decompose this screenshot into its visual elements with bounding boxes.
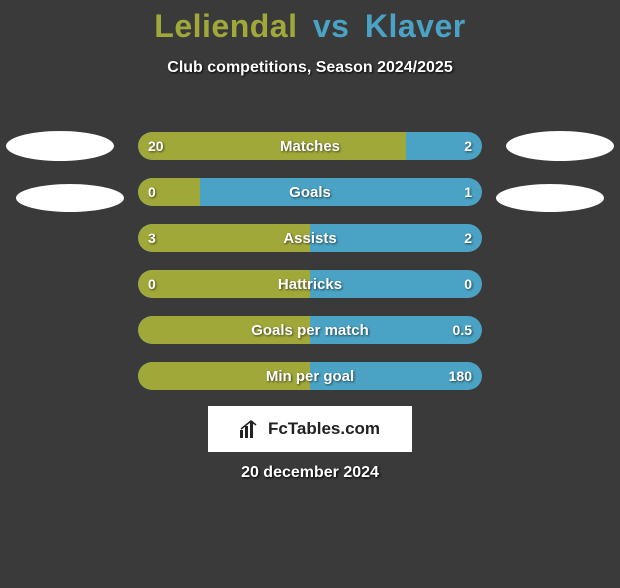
bar-chart-icon <box>240 420 262 438</box>
bar-left-fill <box>138 178 200 206</box>
bar-right-value: 2 <box>464 132 472 160</box>
bar-left-fill <box>138 362 310 390</box>
bar-left-fill <box>138 224 310 252</box>
page-title: Leliendal vs Klaver <box>0 8 620 45</box>
bar-left-fill <box>138 316 310 344</box>
source-badge-text: FcTables.com <box>268 419 380 439</box>
bar-right-value: 180 <box>449 362 472 390</box>
bar-left-fill <box>138 270 310 298</box>
title-player1: Leliendal <box>154 8 297 44</box>
bar-right-value: 1 <box>464 178 472 206</box>
source-badge: FcTables.com <box>208 406 412 452</box>
title-player2: Klaver <box>365 8 466 44</box>
bar-row: 0 Goals 1 <box>138 178 482 206</box>
title-vs: vs <box>313 8 350 44</box>
bar-right-value: 2 <box>464 224 472 252</box>
bar-left-fill <box>138 132 406 160</box>
comparison-bars: 20 Matches 2 0 Goals 1 3 Assists 2 0 Hat… <box>138 132 482 408</box>
bar-row: Min per goal 180 <box>138 362 482 390</box>
player1-photo-placeholder <box>6 131 114 161</box>
player2-photo-placeholder <box>506 131 614 161</box>
bar-right-value: 0 <box>464 270 472 298</box>
subtitle: Club competitions, Season 2024/2025 <box>0 59 620 77</box>
bar-row: 0 Hattricks 0 <box>138 270 482 298</box>
bar-row: 20 Matches 2 <box>138 132 482 160</box>
player2-club-placeholder <box>496 184 604 212</box>
date: 20 december 2024 <box>0 464 620 482</box>
bar-row: Goals per match 0.5 <box>138 316 482 344</box>
bar-row: 3 Assists 2 <box>138 224 482 252</box>
player1-club-placeholder <box>16 184 124 212</box>
bar-right-value: 0.5 <box>453 316 472 344</box>
